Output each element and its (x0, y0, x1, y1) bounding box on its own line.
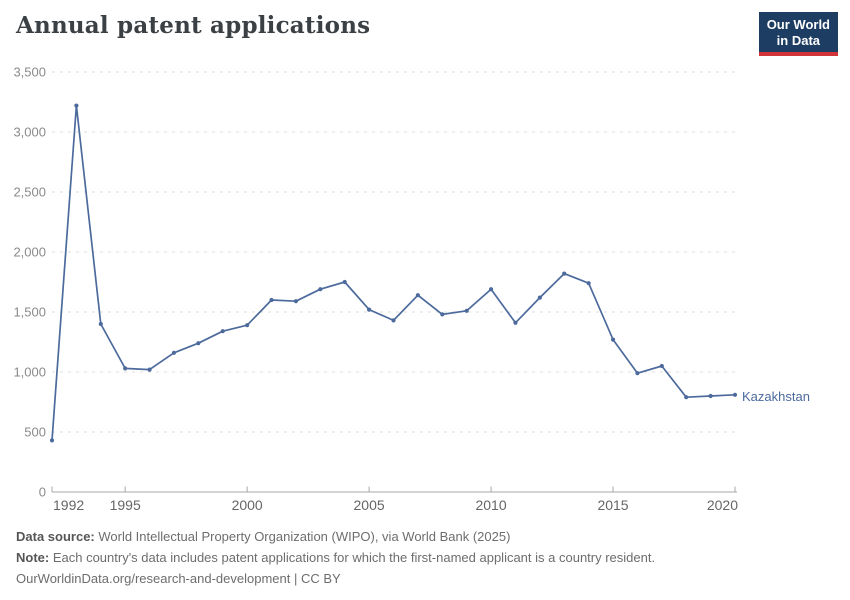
data-line-kazakhstan[interactable] (51, 104, 736, 442)
license-line: OurWorldinData.org/research-and-developm… (16, 568, 836, 589)
x-tick-label: 2010 (475, 497, 506, 513)
data-point[interactable] (123, 366, 128, 371)
y-tick-label: 2,000 (13, 245, 46, 260)
data-point[interactable] (74, 103, 79, 108)
data-point[interactable] (659, 363, 664, 369)
data-point[interactable] (513, 320, 518, 325)
data-point[interactable] (415, 293, 420, 298)
data-point[interactable] (464, 308, 469, 313)
page-title: Annual patent applications (16, 12, 371, 39)
data-point[interactable] (440, 312, 445, 317)
note-label: Note: (16, 550, 50, 565)
data-source-line: Data source: World Intellectual Property… (16, 526, 836, 547)
data-point[interactable] (293, 299, 299, 304)
data-point[interactable] (98, 321, 103, 327)
data-source-text: World Intellectual Property Organization… (94, 529, 511, 544)
data-point[interactable] (708, 393, 713, 399)
chart-footer: Data source: World Intellectual Property… (16, 526, 836, 589)
data-point[interactable] (220, 329, 225, 334)
y-tick-label: 1,500 (13, 305, 46, 320)
x-tick-label: 2015 (597, 497, 628, 513)
data-point[interactable] (391, 318, 396, 323)
x-tick-label: 2005 (354, 497, 385, 513)
data-point[interactable] (147, 367, 152, 372)
x-tick-label: 2000 (232, 497, 263, 513)
data-point[interactable] (684, 395, 689, 400)
data-point[interactable] (732, 392, 738, 397)
data-point[interactable] (562, 271, 567, 276)
data-point[interactable] (318, 287, 323, 292)
data-point[interactable] (635, 371, 640, 376)
license-link[interactable]: OurWorldinData.org/research-and-developm… (16, 571, 341, 586)
note-text: Each country's data includes patent appl… (49, 550, 656, 565)
y-tick-label: 500 (24, 425, 46, 440)
data-point[interactable] (269, 297, 274, 303)
x-tick-label: 1992 (53, 497, 84, 513)
data-point[interactable] (49, 438, 55, 443)
data-point[interactable] (610, 337, 616, 342)
y-tick-label: 2,500 (13, 185, 46, 200)
y-tick-label: 3,500 (13, 65, 46, 80)
data-point[interactable] (537, 295, 542, 300)
data-point[interactable] (171, 350, 177, 355)
data-point[interactable] (367, 307, 372, 312)
y-tick-label: 0 (39, 485, 46, 500)
owid-logo-text-line1: Our World (766, 17, 830, 32)
x-tick-label: 2020 (707, 497, 738, 513)
data-point[interactable] (342, 279, 347, 285)
x-tick-label: 1995 (110, 497, 141, 513)
data-point[interactable] (245, 323, 250, 328)
y-tick-label: 1,000 (13, 365, 46, 380)
series-end-label[interactable]: Kazakhstan (742, 389, 810, 404)
data-source-label: Data source: (16, 529, 95, 544)
data-point[interactable] (196, 341, 201, 346)
note-line: Note: Each country's data includes paten… (16, 547, 836, 568)
y-tick-label: 3,000 (13, 125, 46, 140)
data-point[interactable] (586, 281, 591, 286)
owid-logo-text-line2: in Data (776, 33, 821, 48)
data-point[interactable] (488, 287, 494, 292)
owid-logo[interactable]: Our World in Data (758, 12, 838, 56)
